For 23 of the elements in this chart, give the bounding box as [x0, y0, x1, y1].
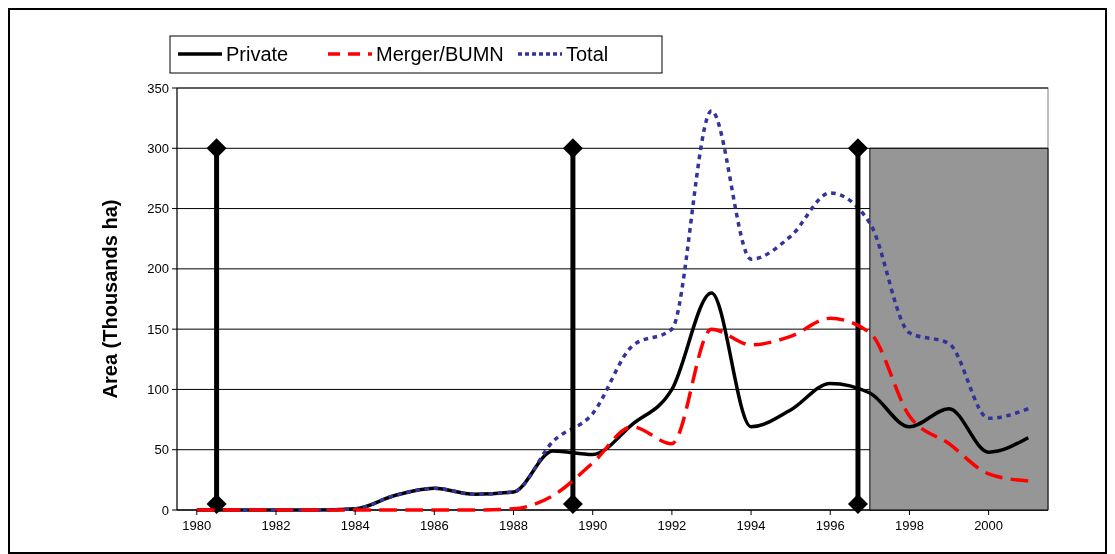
legend-label: Total — [566, 43, 609, 65]
y-tick-label: 300 — [147, 140, 169, 156]
y-tick-label: 100 — [147, 381, 169, 397]
x-tick-label: 1990 — [578, 518, 608, 533]
y-tick-label: 200 — [147, 261, 169, 277]
y-tick-label: 50 — [154, 442, 169, 458]
x-tick-label: 1988 — [499, 518, 528, 533]
x-tick-label: 2000 — [974, 518, 1004, 533]
y-tick-label: 150 — [147, 321, 169, 337]
x-tick-label: 1994 — [736, 518, 766, 533]
x-tick-label: 1992 — [657, 518, 687, 533]
x-tick-label: 1984 — [340, 518, 370, 533]
legend-label: Merger/BUMN — [376, 43, 504, 65]
x-tick-label: 1986 — [419, 518, 449, 533]
x-tick-label: 1998 — [894, 518, 924, 533]
y-axis-title: Area (Thousands ha) — [99, 199, 121, 399]
x-tick-label: 1980 — [182, 518, 212, 533]
x-tick-label: 1982 — [261, 518, 291, 533]
legend-label: Private — [226, 43, 289, 65]
y-tick-label: 0 — [161, 502, 169, 518]
x-tick-label: 1996 — [815, 518, 845, 533]
y-tick-label: 350 — [147, 80, 169, 96]
y-tick-label: 250 — [147, 201, 169, 217]
